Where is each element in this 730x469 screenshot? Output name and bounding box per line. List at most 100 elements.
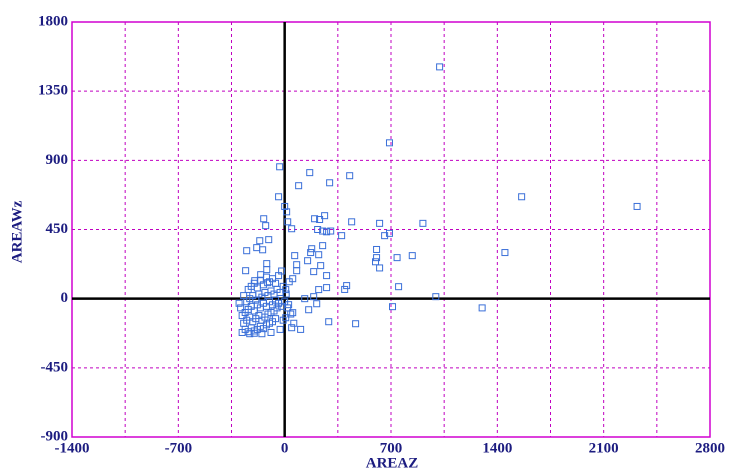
y-tick-label: 1350 xyxy=(38,83,68,99)
point xyxy=(293,267,301,275)
point xyxy=(306,169,314,177)
point xyxy=(319,242,327,250)
point xyxy=(310,268,318,276)
point xyxy=(385,139,393,147)
point xyxy=(308,245,316,253)
point xyxy=(242,267,250,275)
point xyxy=(307,249,315,257)
point xyxy=(376,219,384,227)
point xyxy=(326,179,334,187)
point xyxy=(373,245,381,253)
point xyxy=(272,279,280,287)
point xyxy=(291,252,299,260)
x-tick-label: 0 xyxy=(281,440,289,456)
point xyxy=(352,320,360,328)
point xyxy=(373,254,381,262)
point xyxy=(237,304,245,312)
point xyxy=(281,202,289,210)
point xyxy=(243,247,251,255)
point xyxy=(321,212,329,220)
point xyxy=(276,163,284,171)
y-tick-label: 900 xyxy=(46,152,69,168)
point xyxy=(348,218,356,226)
y-axis-label: AREAWz xyxy=(9,200,25,263)
plot-frame xyxy=(71,21,711,438)
point xyxy=(389,303,397,311)
point xyxy=(260,215,268,223)
x-tick-label: 2800 xyxy=(695,440,725,456)
point xyxy=(287,310,295,318)
point xyxy=(315,286,323,294)
point xyxy=(297,325,305,333)
point xyxy=(393,254,401,262)
point xyxy=(408,252,416,260)
point xyxy=(276,325,284,333)
point xyxy=(290,319,298,327)
point xyxy=(419,219,427,227)
point xyxy=(288,225,296,233)
y-tick-label: 0 xyxy=(61,290,69,306)
point xyxy=(346,172,354,180)
point xyxy=(478,304,486,312)
x-axis-label: AREAZ xyxy=(366,455,419,469)
point xyxy=(284,218,292,226)
y-tick-label: 450 xyxy=(46,221,69,237)
point xyxy=(267,328,275,336)
point xyxy=(301,295,309,303)
point xyxy=(295,182,303,190)
point xyxy=(283,208,291,216)
point xyxy=(272,315,280,323)
x-tick-label: 700 xyxy=(380,440,403,456)
point xyxy=(395,283,403,291)
point xyxy=(304,257,312,265)
point xyxy=(310,293,318,301)
point xyxy=(338,232,346,240)
point xyxy=(316,216,324,224)
point xyxy=(246,330,254,338)
point xyxy=(275,193,283,201)
y-tick-label: -450 xyxy=(41,359,69,375)
x-tick-label: 1400 xyxy=(482,440,512,456)
y-tick-label: -900 xyxy=(41,428,69,444)
point xyxy=(279,316,287,324)
point xyxy=(262,222,270,230)
point xyxy=(323,284,331,292)
x-tick-label: -700 xyxy=(165,440,193,456)
point xyxy=(319,227,327,235)
point xyxy=(263,266,271,274)
x-tick-label: -1400 xyxy=(55,440,90,456)
point xyxy=(317,262,325,270)
point xyxy=(372,258,380,266)
point xyxy=(315,251,323,259)
point xyxy=(313,300,321,308)
point xyxy=(259,246,267,254)
point xyxy=(311,215,319,223)
point xyxy=(240,292,248,300)
point xyxy=(432,293,440,301)
point xyxy=(501,249,509,257)
point xyxy=(518,193,526,201)
point xyxy=(253,244,261,252)
point xyxy=(289,309,297,317)
point xyxy=(235,299,243,307)
point xyxy=(293,261,301,269)
point xyxy=(285,278,293,286)
point xyxy=(288,324,296,332)
point xyxy=(323,228,331,236)
point xyxy=(238,312,246,320)
y-tick-label: 1800 xyxy=(38,13,68,29)
point xyxy=(314,226,322,233)
point xyxy=(376,264,384,272)
point xyxy=(278,267,286,275)
point xyxy=(343,282,351,290)
point xyxy=(265,236,273,244)
point xyxy=(385,229,393,237)
point xyxy=(250,329,258,337)
point xyxy=(263,260,271,268)
point xyxy=(341,285,349,293)
x-tick-label: 2100 xyxy=(589,440,619,456)
point xyxy=(256,237,264,245)
point xyxy=(633,202,641,210)
point xyxy=(282,290,290,298)
